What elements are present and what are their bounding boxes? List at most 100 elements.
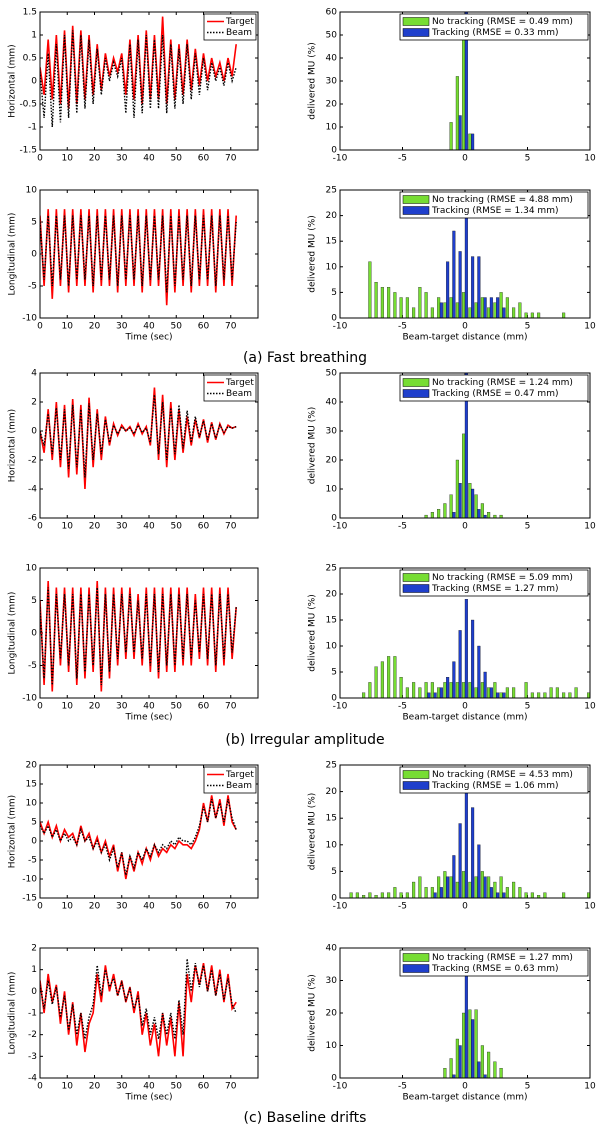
x-tick-label: 30 [116,902,128,912]
bar [433,892,437,898]
bar [424,292,428,318]
x-tick-label: 30 [116,522,128,532]
legend-box [399,13,589,41]
bar [462,433,466,518]
x-tick-label: 50 [171,902,183,912]
y-tick-label: 10 [326,262,338,272]
y-tick-label: -0.5 [19,100,37,110]
legend-label: No tracking (RMSE = 0.49 mm) [432,17,573,27]
panel: -15 -10 -5 0 5 10 15 20 0 10 20 30 40 50 60 70 Horizonta… [8,761,259,912]
x-tick-label: -5 [398,522,407,532]
legend-box [399,949,589,977]
y-axis-label: delivered MU (%) [308,594,318,672]
bar [471,256,475,318]
bar [380,287,384,318]
bar [512,881,516,898]
x-tick-label: -5 [398,702,407,712]
x-tick-label: 0 [462,902,468,912]
y-tick-label: -10 [22,314,37,324]
bar [512,687,516,698]
bar [455,302,459,318]
bar [483,1074,487,1078]
bar [487,307,491,318]
bar [493,1061,497,1078]
y-tick-label: -5 [28,282,37,292]
y-tick-label: -5 [28,856,37,866]
bar [380,661,384,698]
x-tick-label: 0 [37,702,43,712]
bar [474,687,478,698]
y-tick-label: 10 [326,123,338,133]
y-tick-label: 50 [326,369,338,379]
bar [393,656,397,698]
bar [437,509,441,518]
bar [464,775,468,898]
legend-swatch [402,378,430,387]
bar [446,876,450,898]
y-tick-label: 30 [326,976,338,986]
legend-label: No tracking (RMSE = 1.24 mm) [432,378,573,388]
bar [462,1012,466,1078]
x-tick-label: 60 [198,902,210,912]
y-axis-label: delivered MU (%) [308,793,318,871]
bar [487,1051,491,1078]
series-line [40,958,237,1040]
x-tick-label: 10 [584,902,596,912]
x-tick-label: 60 [198,322,210,332]
bar [387,656,391,698]
bar [537,312,541,318]
y-tick-label: 10 [326,840,338,850]
x-tick-label: 10 [584,322,596,332]
legend-label: No tracking (RMSE = 4.88 mm) [432,195,573,205]
y-tick-label: 10 [326,1041,338,1051]
plot-frame [339,947,591,1079]
x-tick-label: 20 [89,154,101,164]
y-tick-label: 0 [31,987,37,997]
bar [493,302,497,318]
bar [555,687,559,698]
panel: -1.5 -1 -0.5 0 0.5 1 1.5 0 10 20 30 40 50 60 70 Horizon… [8,8,259,164]
x-tick-label: 50 [171,154,183,164]
bar [480,1045,484,1078]
x-tick-label: 0 [462,702,468,712]
y-axis-label: Horizontal (mm) [8,44,18,117]
bar [437,876,441,898]
marks [40,580,237,692]
bar [443,682,447,698]
legend-label: Target [225,378,254,388]
legend-label: Tracking (RMSE = 0.47 mm) [431,389,558,399]
legend-label: No tracking (RMSE = 1.27 mm) [432,953,573,963]
bar [349,892,353,898]
marks [424,373,503,518]
y-tick-label: 20 [326,456,338,466]
legend-box [399,569,589,597]
bar [499,1068,503,1078]
x-tick-label: 70 [225,702,237,712]
y-axis-label: delivered MU (%) [308,215,318,293]
bar [543,892,547,898]
bar [393,292,397,318]
bar [505,687,509,698]
bar [449,494,453,518]
bar [477,645,481,698]
legend-swatch [402,389,430,398]
bar [480,682,484,698]
x-tick-label: -5 [398,1082,407,1092]
x-axis-label: Time (sec) [124,333,172,343]
y-tick-label: 0 [331,314,337,324]
bar [430,887,434,898]
x-tick-label: 0 [462,154,468,164]
plot-area [40,948,258,1078]
plot-frame [39,189,259,319]
bar [487,876,491,898]
x-tick-label: 10 [584,702,596,712]
bar [449,297,453,318]
bar [524,892,528,898]
legend-box [399,374,589,402]
x-tick-label: 10 [584,154,596,164]
y-tick-label: -2 [28,456,37,466]
bar [524,682,528,698]
bar [493,682,497,698]
y-tick-label: -4 [28,485,37,495]
